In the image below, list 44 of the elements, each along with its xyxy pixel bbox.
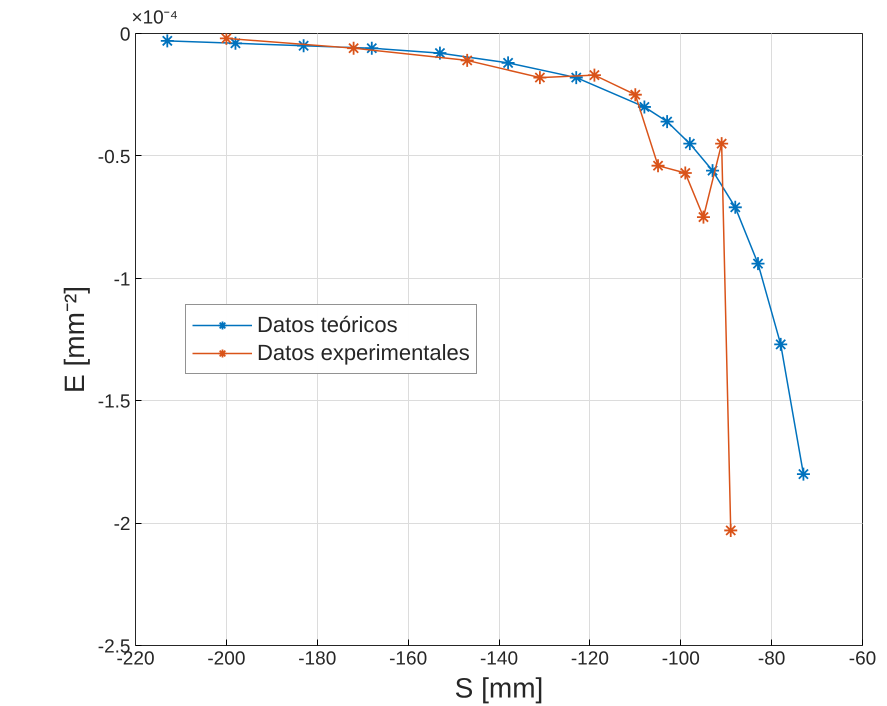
x-tick-label: -180 [298,648,336,670]
x-tick-label: -120 [570,648,609,670]
y-tick-label: 0 [120,24,131,46]
y-tick-label: -1.5 [98,392,131,413]
x-axis-title: S [mm] [454,672,544,704]
point [587,68,602,83]
point [650,158,666,174]
text: ×10⁻⁴ [132,8,178,28]
y-axis-title: E [mm⁻²] [58,286,90,393]
point [460,53,475,68]
point [628,87,643,102]
point [568,70,584,85]
point [696,210,711,224]
point [346,40,361,56]
x-tick-label: -60 [848,648,876,670]
point [723,523,738,538]
point [218,34,234,46]
point [705,163,720,178]
x-tick-label: -140 [480,648,518,670]
x-tick-label: -80 [758,648,786,670]
y-tick-label: -1 [114,269,131,290]
point [296,38,312,54]
legend-label: Datos teóricos [257,311,398,339]
point [796,466,811,482]
x-tick-label: -160 [389,648,428,670]
point [660,114,675,130]
point [682,136,698,152]
legend-label: Datos experimentales [257,339,470,367]
x-tick-label: -200 [207,648,246,670]
point [228,36,243,51]
point [500,55,516,70]
point [728,200,743,215]
point [160,34,175,48]
point [773,336,788,352]
point [532,70,548,85]
point [432,46,448,60]
point [678,166,693,180]
point [364,40,380,56]
y-tick-label: -0.5 [98,146,131,168]
point [714,136,730,152]
point [750,256,766,272]
x-tick-label: -100 [662,648,700,670]
y-tick-label: -2 [114,514,131,536]
point [637,100,652,114]
